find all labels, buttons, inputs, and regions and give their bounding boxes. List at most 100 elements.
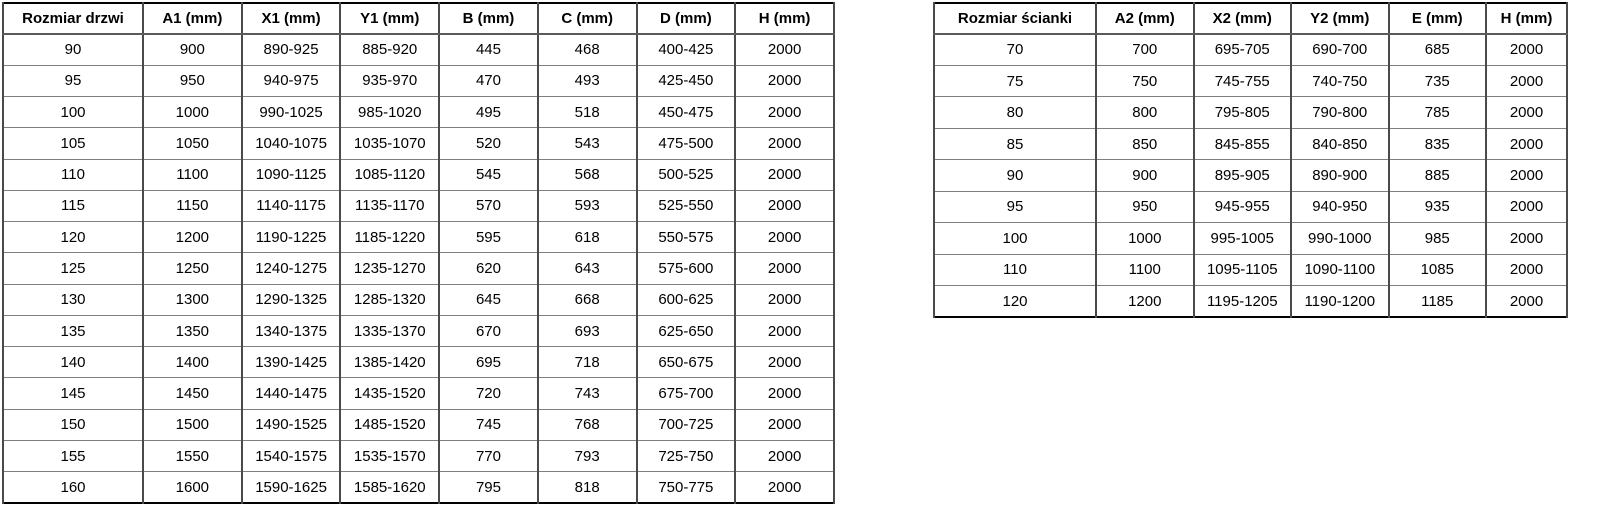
table-cell: 1085-1120 [339, 158, 441, 191]
table-cell: 1485-1520 [339, 408, 441, 441]
table-cell: 1340-1375 [240, 314, 342, 348]
table-cell: 160 [2, 471, 144, 504]
table-cell: 718 [536, 346, 638, 379]
table-cell: 110 [2, 158, 144, 191]
table-cell: 745 [438, 408, 539, 441]
table-cell: 2000 [1485, 222, 1568, 255]
table-cell: 2000 [734, 127, 835, 160]
table-cell: 518 [536, 96, 638, 129]
table-cell: 593 [536, 189, 638, 223]
table-cell: 1500 [142, 408, 243, 441]
table-cell: 818 [536, 471, 638, 504]
table-row: 75 750 745-755 740-750 735 2000 [933, 64, 1568, 98]
table-cell: 120 [933, 285, 1097, 318]
table-cell: 2000 [734, 189, 835, 223]
table-cell: 550-575 [635, 221, 737, 254]
table-cell: 155 [2, 439, 144, 473]
table-cell: 450-475 [635, 96, 737, 129]
column-header: B (mm) [438, 2, 539, 35]
table-cell: 1040-1075 [240, 127, 342, 160]
table-cell: 618 [536, 221, 638, 254]
table-cell: 990-1025 [240, 96, 342, 129]
table-cell: 90 [2, 33, 144, 66]
table-row: 150 1500 1490-1525 1485-1520 745 768 700-725 20… [2, 408, 835, 441]
table-cell: 115 [2, 189, 144, 223]
table-cell: 885 [1387, 159, 1487, 192]
table-row: 140 1400 1390-1425 1385-1420 695 718 650-675 20… [2, 346, 835, 379]
table-cell: 75 [933, 64, 1097, 98]
table-cell: 1490-1525 [240, 408, 342, 441]
table-cell: 1135-1170 [339, 189, 441, 223]
table-cell: 1290-1325 [240, 283, 342, 316]
table-cell: 725-750 [635, 439, 737, 473]
table-cell: 1000 [142, 96, 243, 129]
table-cell: 545 [438, 158, 539, 191]
table-cell: 1540-1575 [240, 439, 342, 473]
table-cell: 995-1005 [1192, 222, 1292, 255]
table-cell: 1095-1105 [1192, 253, 1292, 287]
table-cell: 1300 [142, 283, 243, 316]
table-cell: 1100 [1095, 253, 1195, 287]
table-cell: 900 [1095, 159, 1195, 192]
table-cell: 135 [2, 314, 144, 348]
table-cell: 700 [1095, 33, 1195, 66]
table-row: 95 950 940-975 935-970 470 493 425-450 2000 [2, 64, 835, 98]
table-cell: 95 [2, 64, 144, 98]
table-cell: 1090-1100 [1290, 253, 1390, 287]
table-cell: 1250 [142, 252, 243, 285]
column-header: H (mm) [1485, 2, 1568, 35]
table-cell: 1390-1425 [240, 346, 342, 379]
table-cell: 645 [438, 283, 539, 316]
table-cell: 675-700 [635, 377, 737, 410]
table-cell: 145 [2, 377, 144, 410]
table-cell: 600-625 [635, 283, 737, 316]
table-cell: 1035-1070 [339, 127, 441, 160]
table-cell: 110 [933, 253, 1097, 287]
table-cell: 985 [1387, 222, 1487, 255]
table-cell: 743 [536, 377, 638, 410]
column-header: X1 (mm) [240, 2, 342, 35]
table-cell: 643 [536, 252, 638, 285]
table-cell: 2000 [1485, 127, 1568, 161]
table-row: 160 1600 1590-1625 1585-1620 795 818 750-775 20… [2, 471, 835, 504]
table-cell: 575-600 [635, 252, 737, 285]
table-cell: 1235-1270 [339, 252, 441, 285]
table-cell: 795 [438, 471, 539, 504]
table-cell: 470 [438, 64, 539, 98]
table-cell: 2000 [734, 408, 835, 441]
table-cell: 940-975 [240, 64, 342, 98]
table-cell: 1190-1200 [1290, 285, 1390, 318]
table-row: 135 1350 1340-1375 1335-1370 670 693 625-650 20… [2, 314, 835, 348]
table-cell: 685 [1387, 33, 1487, 66]
column-header: Y2 (mm) [1290, 2, 1390, 35]
table-cell: 750 [1095, 64, 1195, 98]
table-cell: 2000 [734, 346, 835, 379]
table-cell: 500-525 [635, 158, 737, 191]
table-row: 70 700 695-705 690-700 685 2000 [933, 33, 1568, 66]
table-cell: 795-805 [1192, 96, 1292, 129]
table-cell: 150 [2, 408, 144, 441]
table-cell: 520 [438, 127, 539, 160]
table-cell: 693 [536, 314, 638, 348]
table-cell: 1150 [142, 189, 243, 223]
table-row: 110 1100 1095-1105 1090-1100 1085 2000 [933, 253, 1568, 287]
table-row: 95 950 945-955 940-950 935 2000 [933, 190, 1568, 224]
wall-size-table: Rozmiar ścianki A2 (mm) X2 (mm) Y2 (mm) E (m… [933, 2, 1568, 318]
table-cell: 1195-1205 [1192, 285, 1292, 318]
table-row: 115 1150 1140-1175 1135-1170 570 593 525-550 20… [2, 189, 835, 223]
table-cell: 1185-1220 [339, 221, 441, 254]
table-cell: 2000 [1485, 64, 1568, 98]
table-cell: 985-1020 [339, 96, 441, 129]
table-cell: 1550 [142, 439, 243, 473]
table-cell: 2000 [1485, 159, 1568, 192]
table-cell: 768 [536, 408, 638, 441]
table-cell: 2000 [1485, 190, 1568, 224]
column-header: C (mm) [536, 2, 638, 35]
table-cell: 770 [438, 439, 539, 473]
table-cell: 493 [536, 64, 638, 98]
table-cell: 425-450 [635, 64, 737, 98]
table-cell: 945-955 [1192, 190, 1292, 224]
table-cell: 95 [933, 190, 1097, 224]
table-cell: 845-855 [1192, 127, 1292, 161]
table-cell: 105 [2, 127, 144, 160]
